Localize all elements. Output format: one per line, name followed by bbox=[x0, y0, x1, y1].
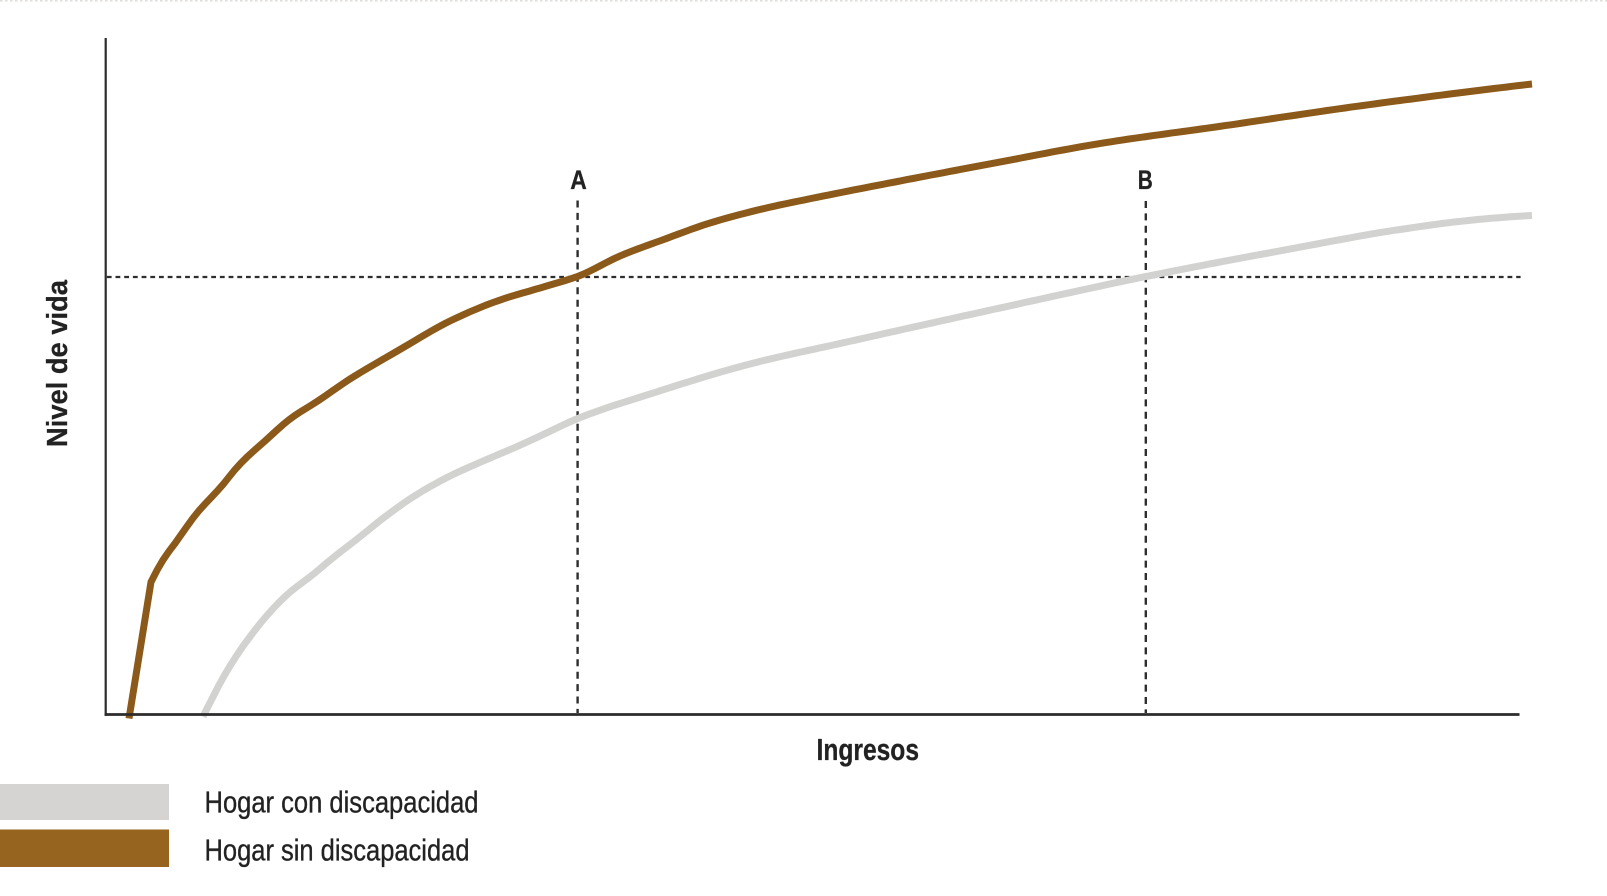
svg-text:Hogar con discapacidad: Hogar con discapacidad bbox=[205, 785, 479, 820]
svg-text:Nivel de vida: Nivel de vida bbox=[42, 279, 74, 447]
svg-text:Hogar sin discapacidad: Hogar sin discapacidad bbox=[205, 833, 470, 868]
svg-text:Ingresos: Ingresos bbox=[817, 733, 920, 767]
svg-text:B: B bbox=[1138, 165, 1153, 195]
svg-text:A: A bbox=[570, 165, 587, 195]
